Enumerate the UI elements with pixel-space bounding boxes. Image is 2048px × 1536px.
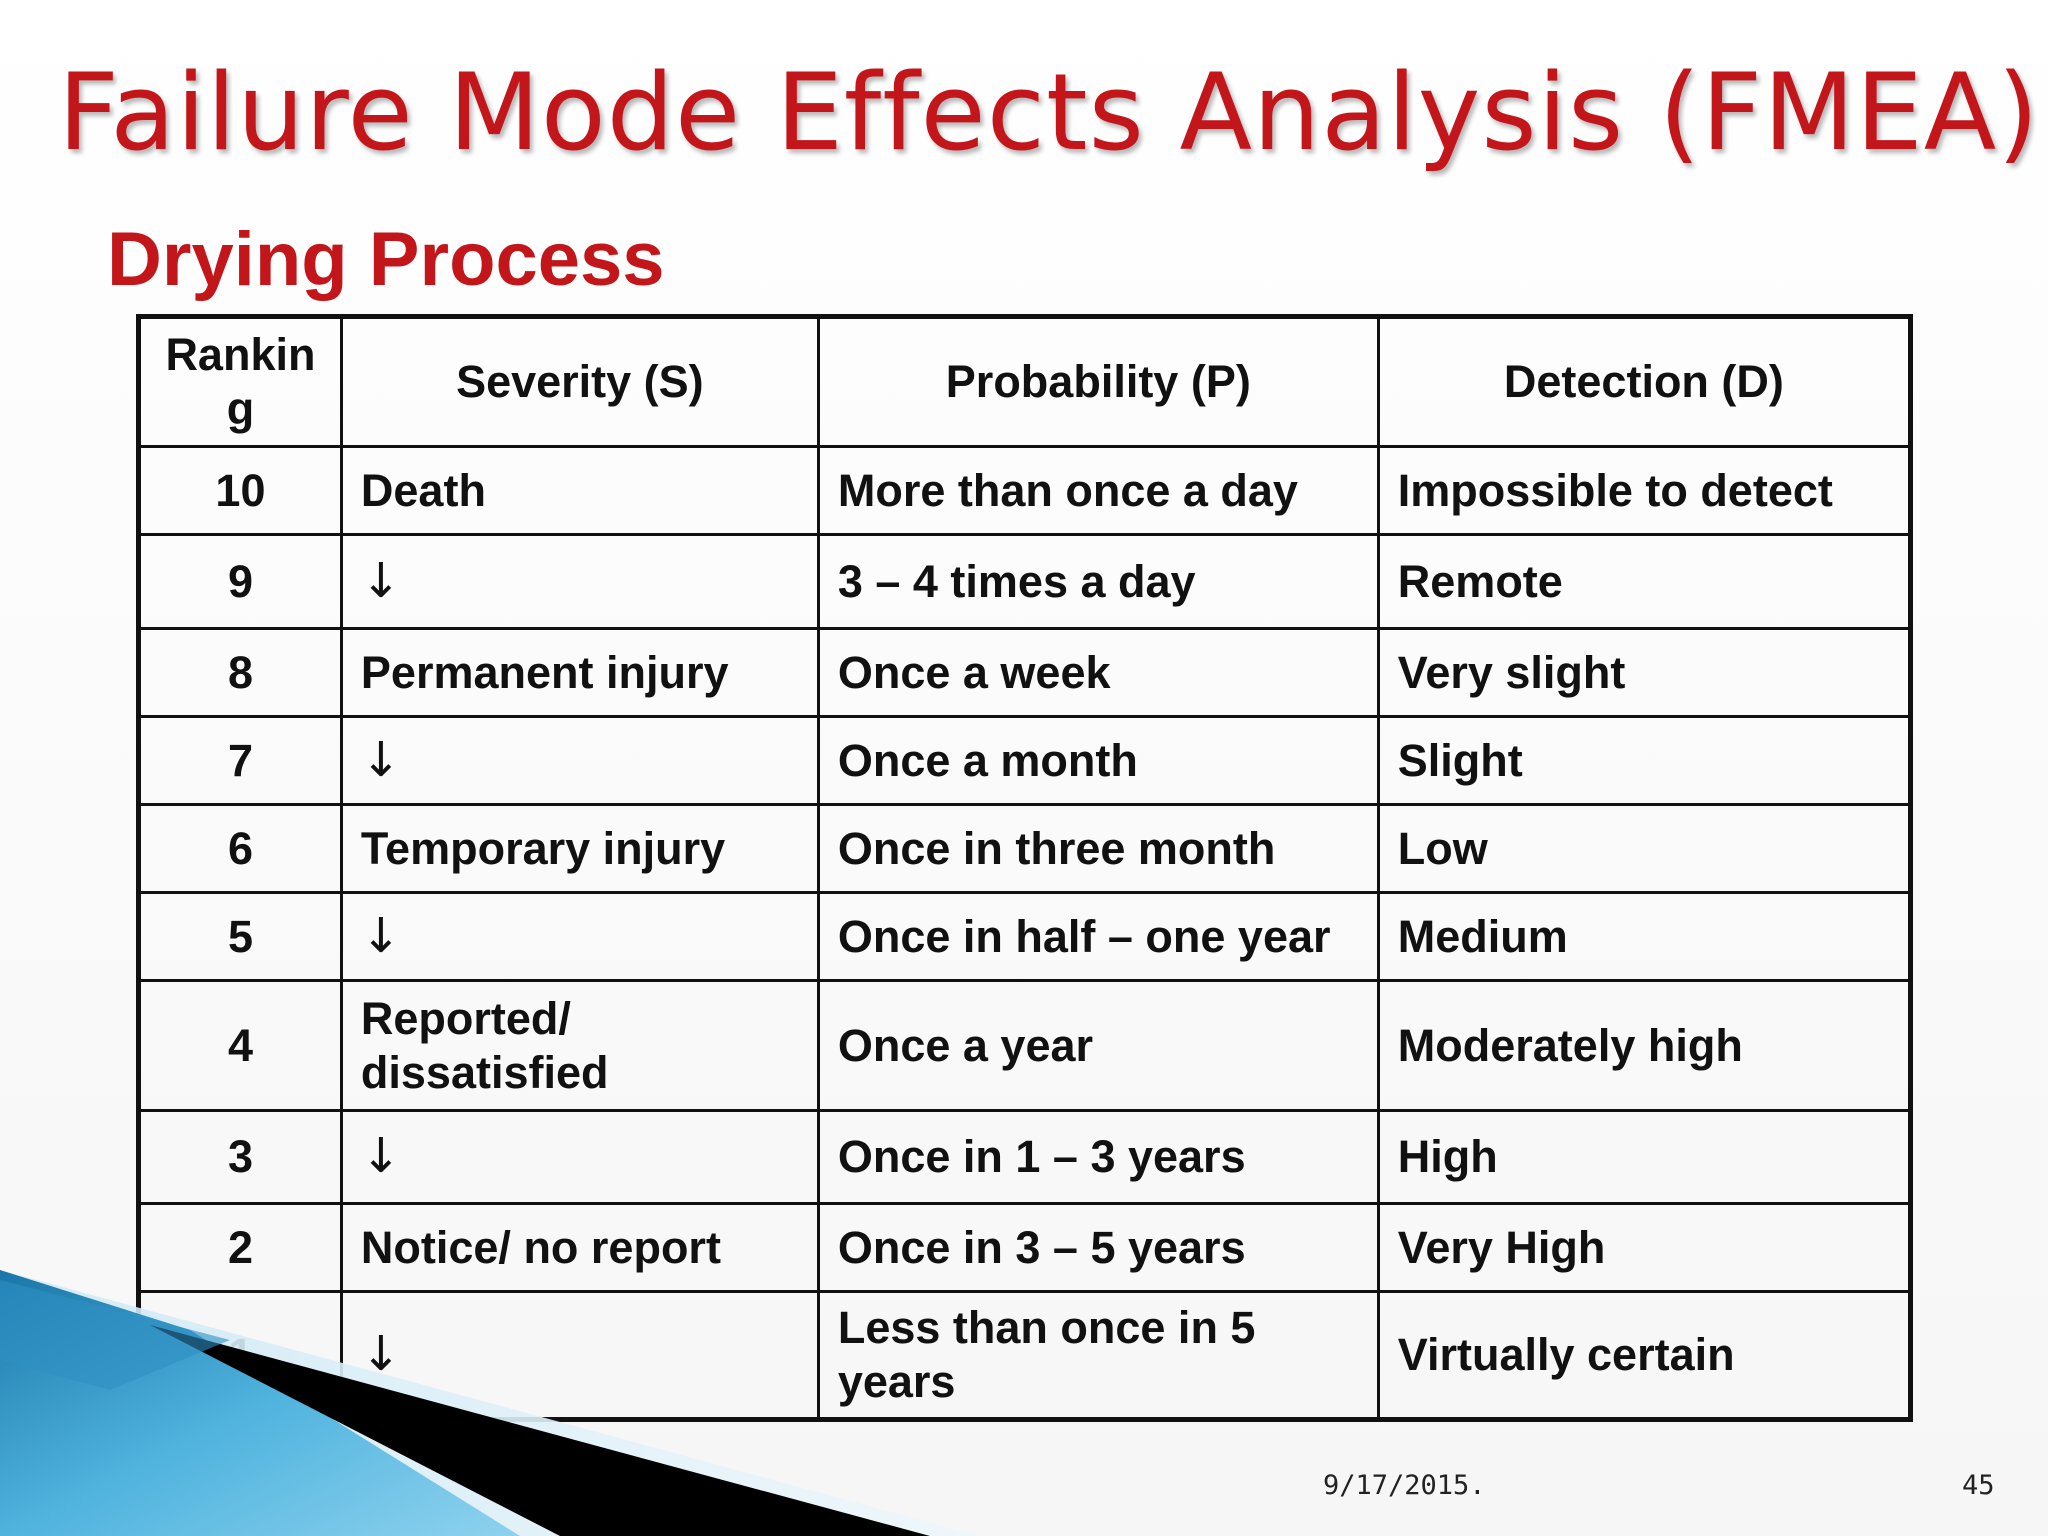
probability-cell: Once a month xyxy=(816,715,1380,806)
table-header-row: Rankin g Severity (S) Probability (P) De… xyxy=(137,315,1913,448)
severity-continues-arrow: ↓ xyxy=(339,1290,820,1421)
probability-cell: Once in half – one year xyxy=(816,891,1380,982)
table-row: 7 ↓ Once a month Slight xyxy=(137,715,1913,806)
severity-continues-arrow: ↓ xyxy=(339,715,820,806)
header-severity: Severity (S) xyxy=(339,315,820,448)
detection-cell: Very High xyxy=(1376,1202,1913,1293)
severity-cell: Notice/ no report xyxy=(339,1202,820,1293)
table-row: 2 Notice/ no report Once in 3 – 5 years … xyxy=(137,1202,1913,1293)
rank-cell: 1 xyxy=(137,1290,343,1421)
severity-cell: Death xyxy=(339,445,820,536)
rank-cell: 2 xyxy=(137,1202,343,1293)
severity-cell: Permanent injury xyxy=(339,627,820,718)
probability-cell: Once in 1 – 3 years xyxy=(816,1109,1380,1205)
probability-cell: Once a year xyxy=(816,979,1380,1112)
slide-date: 9/17/2015. xyxy=(1323,1470,1486,1501)
probability-cell: 3 – 4 times a day xyxy=(816,533,1380,630)
detection-cell: Moderately high xyxy=(1376,979,1913,1112)
probability-cell: Less than once in 5 years xyxy=(816,1290,1380,1421)
slide-title: Failure Mode Effects Analysis (FMEA) xyxy=(58,51,2040,174)
rank-cell: 10 xyxy=(137,445,343,536)
rank-cell: 9 xyxy=(137,533,343,630)
severity-continues-arrow: ↓ xyxy=(339,891,820,982)
rank-cell: 8 xyxy=(137,627,343,718)
slide-subtitle: Drying Process xyxy=(107,217,665,302)
detection-cell: Very slight xyxy=(1376,627,1913,718)
probability-cell: More than once a day xyxy=(816,445,1380,536)
detection-cell: Impossible to detect xyxy=(1376,445,1913,536)
detection-cell: Low xyxy=(1376,803,1913,894)
detection-cell: Slight xyxy=(1376,715,1913,806)
header-detection: Detection (D) xyxy=(1376,315,1913,448)
table-row: 9 ↓ 3 – 4 times a day Remote xyxy=(137,533,1913,630)
severity-continues-arrow: ↓ xyxy=(339,533,820,630)
severity-cell: Temporary injury xyxy=(339,803,820,894)
header-ranking: Rankin g xyxy=(137,315,343,448)
detection-cell: Remote xyxy=(1376,533,1913,630)
detection-cell: Medium xyxy=(1376,891,1913,982)
table-row: 3 ↓ Once in 1 – 3 years High xyxy=(137,1109,1913,1205)
rank-cell: 5 xyxy=(137,891,343,982)
table-row: 5 ↓ Once in half – one year Medium xyxy=(137,891,1913,982)
header-ranking-label: Rankin g xyxy=(165,329,316,434)
detection-cell: High xyxy=(1376,1109,1913,1205)
severity-continues-arrow: ↓ xyxy=(339,1109,820,1205)
probability-cell: Once in 3 – 5 years xyxy=(816,1202,1380,1293)
table-row: 1 ↓ Less than once in 5 years Virtually … xyxy=(137,1290,1913,1421)
table-row: 4 Reported/ dissatisfied Once a year Mod… xyxy=(137,979,1913,1112)
rank-cell: 6 xyxy=(137,803,343,894)
table-row: 6 Temporary injury Once in three month L… xyxy=(137,803,1913,894)
rank-cell: 4 xyxy=(137,979,343,1112)
header-probability: Probability (P) xyxy=(816,315,1380,448)
rank-cell: 3 xyxy=(137,1109,343,1205)
fmea-ranking-table: Rankin g Severity (S) Probability (P) De… xyxy=(136,314,1913,1422)
severity-cell: Reported/ dissatisfied xyxy=(339,979,820,1112)
table-row: 10 Death More than once a day Impossible… xyxy=(137,445,1913,536)
rank-cell: 7 xyxy=(137,715,343,806)
table-row: 8 Permanent injury Once a week Very slig… xyxy=(137,627,1913,718)
detection-cell: Virtually certain xyxy=(1376,1290,1913,1421)
probability-cell: Once a week xyxy=(816,627,1380,718)
slide-page-number: 45 xyxy=(1962,1470,1995,1501)
probability-cell: Once in three month xyxy=(816,803,1380,894)
